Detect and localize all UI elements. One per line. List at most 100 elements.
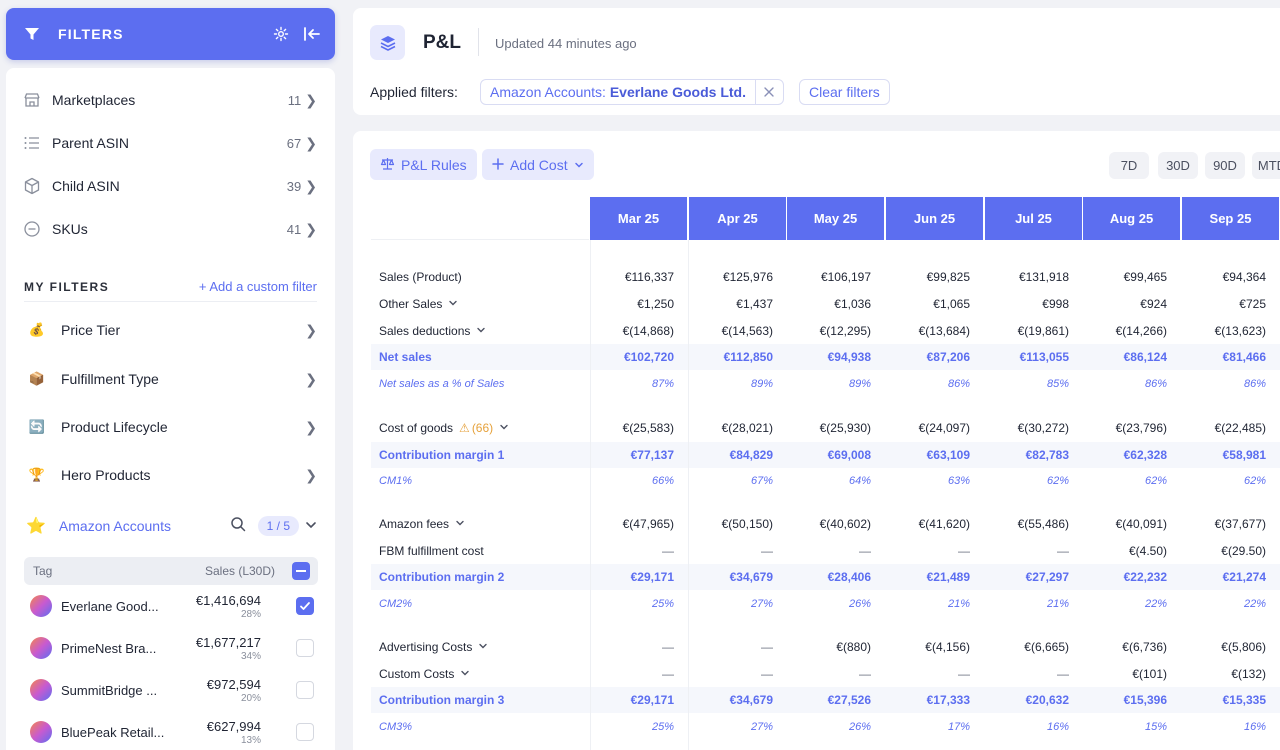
row-label: Sales (Product) (379, 267, 462, 287)
collapse-icon[interactable] (303, 26, 321, 42)
table-cell: €94,364 (1222, 270, 1266, 284)
table-cell: 21% (947, 598, 970, 610)
row-label-text: FBM fulfillment cost (379, 544, 484, 558)
table-cell: €34,679 (729, 693, 773, 707)
row-highlight (371, 564, 1280, 590)
period-mtd-button[interactable]: MTD (1252, 152, 1280, 179)
account-sales: €972,594 20% (171, 677, 261, 704)
account-row[interactable]: Everlane Good... €1,416,694 28% (30, 589, 318, 623)
row-label[interactable]: Other Sales (379, 294, 458, 314)
table-cell: €(40,091) (1115, 517, 1167, 531)
account-row[interactable]: BluePeak Retail... €627,994 13% (30, 715, 318, 749)
clear-filters-button[interactable]: Clear filters (799, 79, 890, 105)
chevron-down-icon[interactable] (478, 641, 488, 654)
account-sales-value: €1,677,217 (195, 634, 261, 650)
close-icon[interactable] (754, 80, 783, 104)
table-cell: €(101) (1132, 667, 1167, 681)
account-sales-pct: 13% (240, 734, 261, 746)
search-icon[interactable] (230, 516, 246, 537)
add-cost-button[interactable]: Add Cost (482, 149, 594, 180)
row-highlight (371, 442, 1280, 468)
title-divider (478, 28, 479, 56)
my-filter-price-tier[interactable]: 💰 Price Tier ❯ (26, 313, 317, 347)
table-cell: 64% (848, 475, 871, 487)
account-row[interactable]: PrimeNest Bra... €1,677,217 34% (30, 631, 318, 665)
chevron-down-icon[interactable] (460, 668, 470, 681)
table-cell: €1,250 (637, 297, 674, 311)
column-header-mar-25: Mar 25 (590, 197, 687, 240)
table-cell: €102,720 (623, 350, 674, 364)
account-checkbox[interactable] (296, 723, 314, 741)
box-icon (22, 176, 42, 196)
table-cell: 85% (1046, 378, 1069, 390)
account-sales: €1,416,694 28% (171, 593, 261, 620)
table-cell: 67% (750, 475, 773, 487)
pl-rules-button[interactable]: P&L Rules (370, 149, 477, 180)
nav-item-parent-asin[interactable]: Parent ASIN 67 ❯ (22, 128, 317, 158)
account-name: SummitBridge ... (61, 682, 158, 698)
table-cell: — (958, 544, 970, 558)
my-filter-product-lifecycle[interactable]: 🔄 Product Lifecycle ❯ (26, 410, 317, 444)
table-cell: €58,981 (1222, 448, 1266, 462)
nav-label: Child ASIN (52, 178, 120, 194)
table-cell: €(24,097) (918, 421, 970, 435)
column-divider (688, 240, 689, 750)
chevron-down-icon[interactable] (499, 422, 509, 435)
row-label[interactable]: Advertising Costs (379, 637, 488, 657)
row-label-text: Custom Costs (379, 667, 455, 681)
row-label[interactable]: Amazon fees (379, 514, 465, 534)
account-checkbox[interactable] (296, 681, 314, 699)
table-cell: 86% (1243, 378, 1266, 390)
amazon-accounts-header[interactable]: ⭐ Amazon Accounts 1 / 5 (26, 510, 317, 542)
my-filter-fulfillment-type[interactable]: 📦 Fulfillment Type ❯ (26, 362, 317, 396)
table-cell: — (958, 667, 970, 681)
period-7d-button[interactable]: 7D (1109, 152, 1149, 179)
period-30d-button[interactable]: 30D (1158, 152, 1198, 179)
table-cell: €112,850 (723, 350, 773, 364)
nav-count: 41 (286, 221, 302, 237)
table-cell: 86% (947, 378, 970, 390)
updated-timestamp: Updated 44 minutes ago (495, 36, 637, 51)
nav-item-skus[interactable]: SKUs 41 ❯ (22, 214, 317, 244)
table-cell: €62,328 (1123, 448, 1167, 462)
account-checkbox[interactable] (296, 597, 314, 615)
applied-filter-chip: Amazon Accounts: Everlane Goods Ltd. (480, 79, 784, 105)
period-90d-button[interactable]: 90D (1205, 152, 1245, 179)
nav-label: Marketplaces (52, 92, 136, 108)
chevron-right-icon: ❯ (305, 177, 317, 194)
table-cell: €34,679 (729, 570, 773, 584)
gear-icon[interactable] (273, 26, 289, 42)
table-cell: €(6,736) (1122, 640, 1167, 654)
pl-table-panel: P&L Rules Add Cost 7D 30D 90D MTD Mar 25… (353, 131, 1280, 750)
table-cell: €924 (1140, 297, 1167, 311)
table-cell: 89% (848, 378, 871, 390)
table-cell: €(12,295) (819, 324, 871, 338)
chevron-down-icon[interactable] (305, 518, 317, 534)
row-label[interactable]: Custom Costs (379, 664, 470, 684)
pl-rules-label: P&L Rules (401, 156, 467, 173)
table-cell: 15% (1144, 721, 1167, 733)
table-cell: €(4.50) (1128, 544, 1167, 558)
table-cell: — (1057, 667, 1069, 681)
my-filter-hero-products[interactable]: 🏆 Hero Products ❯ (26, 458, 317, 492)
warning-icon[interactable]: ⚠ (459, 421, 470, 435)
row-label[interactable]: Cost of goods ⚠ (66) (379, 418, 509, 438)
row-label[interactable]: Sales deductions (379, 321, 486, 341)
row-label-text: Contribution margin 2 (379, 570, 505, 584)
filters-title: FILTERS (58, 26, 124, 42)
nav-item-marketplaces[interactable]: Marketplaces 11 ❯ (22, 85, 317, 115)
account-row[interactable]: SummitBridge ... €972,594 20% (30, 673, 318, 707)
row-label-text: Cost of goods (379, 421, 454, 435)
table-cell: 16% (1243, 721, 1266, 733)
add-custom-filter-link[interactable]: + Add a custom filter (198, 279, 317, 294)
chevron-down-icon[interactable] (448, 298, 458, 311)
table-cell: €116,337 (624, 270, 674, 284)
nav-item-child-asin[interactable]: Child ASIN 39 ❯ (22, 171, 317, 201)
chevron-down-icon[interactable] (476, 325, 486, 338)
select-all-checkbox[interactable] (292, 562, 310, 580)
table-cell: €(29.50) (1221, 544, 1266, 558)
account-checkbox[interactable] (296, 639, 314, 657)
chevron-right-icon: ❯ (305, 466, 317, 483)
package-icon: 📦 (28, 371, 46, 386)
chevron-down-icon[interactable] (455, 518, 465, 531)
